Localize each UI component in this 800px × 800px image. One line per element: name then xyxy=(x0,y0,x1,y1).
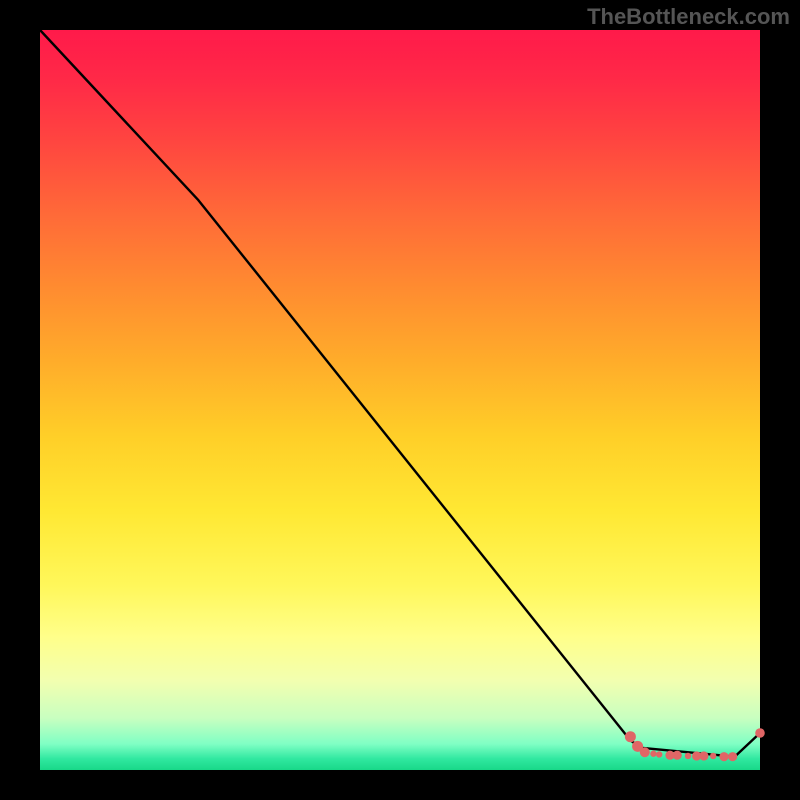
data-marker xyxy=(650,751,656,757)
bottleneck-chart xyxy=(0,0,800,800)
watermark-text: TheBottleneck.com xyxy=(587,4,790,30)
data-marker xyxy=(719,752,728,761)
chart-container: TheBottleneck.com xyxy=(0,0,800,800)
data-marker xyxy=(755,728,765,738)
gradient-area xyxy=(40,30,760,770)
data-marker xyxy=(673,751,682,760)
data-marker xyxy=(656,751,662,757)
data-marker xyxy=(710,753,716,759)
data-marker xyxy=(625,731,636,742)
data-marker xyxy=(685,753,691,759)
data-marker xyxy=(699,751,708,760)
data-marker xyxy=(640,747,650,757)
data-marker xyxy=(728,752,737,761)
